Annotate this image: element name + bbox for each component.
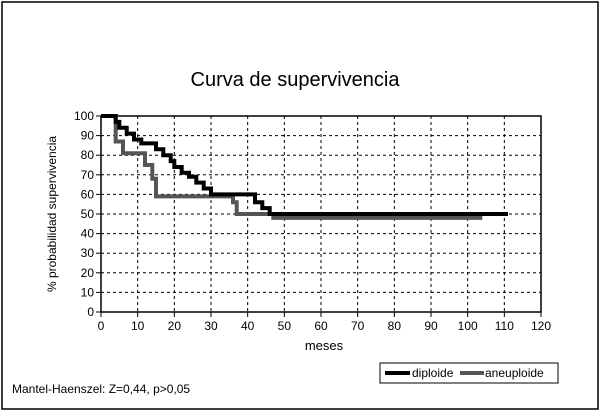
x-tick-label: 80 <box>388 319 402 333</box>
y-tick-label: 40 <box>81 227 95 241</box>
x-tick-label: 90 <box>424 319 438 333</box>
y-tick-label: 100 <box>74 109 94 123</box>
x-tick-label: 60 <box>314 319 328 333</box>
x-tick-label: 120 <box>531 319 551 333</box>
series-lines <box>101 114 508 220</box>
legend-label-diploide: diploide <box>412 366 454 380</box>
legend-label-aneuploide: aneuploide <box>485 366 544 380</box>
x-tick-label: 100 <box>458 319 478 333</box>
x-tick-label: 20 <box>168 319 182 333</box>
outer-frame <box>1 1 599 410</box>
y-tick-label: 0 <box>87 305 94 319</box>
x-axis-ticks: 0 10 20 30 40 50 60 70 80 90 100 110 120 <box>98 312 551 333</box>
series-line-diploide <box>101 114 508 216</box>
x-tick-label: 30 <box>204 319 218 333</box>
x-tick-label: 110 <box>495 319 514 333</box>
chart-title: Curva de supervivencia <box>191 69 401 91</box>
series-line-aneuploide <box>101 114 483 220</box>
footnote: Mantel-Haenszel: Z=0,44, p>0,05 <box>12 382 190 396</box>
x-tick-label: 40 <box>241 319 255 333</box>
y-tick-label: 30 <box>81 246 95 260</box>
y-axis-label: % probabilidad supervivencia <box>45 136 59 292</box>
x-tick-label: 0 <box>98 319 105 333</box>
y-tick-label: 70 <box>81 168 95 182</box>
y-tick-label: 20 <box>81 266 95 280</box>
legend: diploide aneuploide <box>379 362 559 384</box>
x-tick-label: 10 <box>131 319 145 333</box>
y-tick-label: 90 <box>81 129 95 143</box>
y-tick-label: 50 <box>81 207 95 221</box>
x-axis-label: meses <box>305 338 344 353</box>
y-tick-label: 80 <box>81 148 95 162</box>
y-tick-label: 10 <box>81 285 95 299</box>
x-tick-label: 50 <box>278 319 292 333</box>
y-tick-label: 60 <box>81 187 95 201</box>
x-tick-label: 70 <box>351 319 365 333</box>
y-axis-ticks: 0 10 20 30 40 50 60 70 80 90 100 <box>74 109 101 319</box>
